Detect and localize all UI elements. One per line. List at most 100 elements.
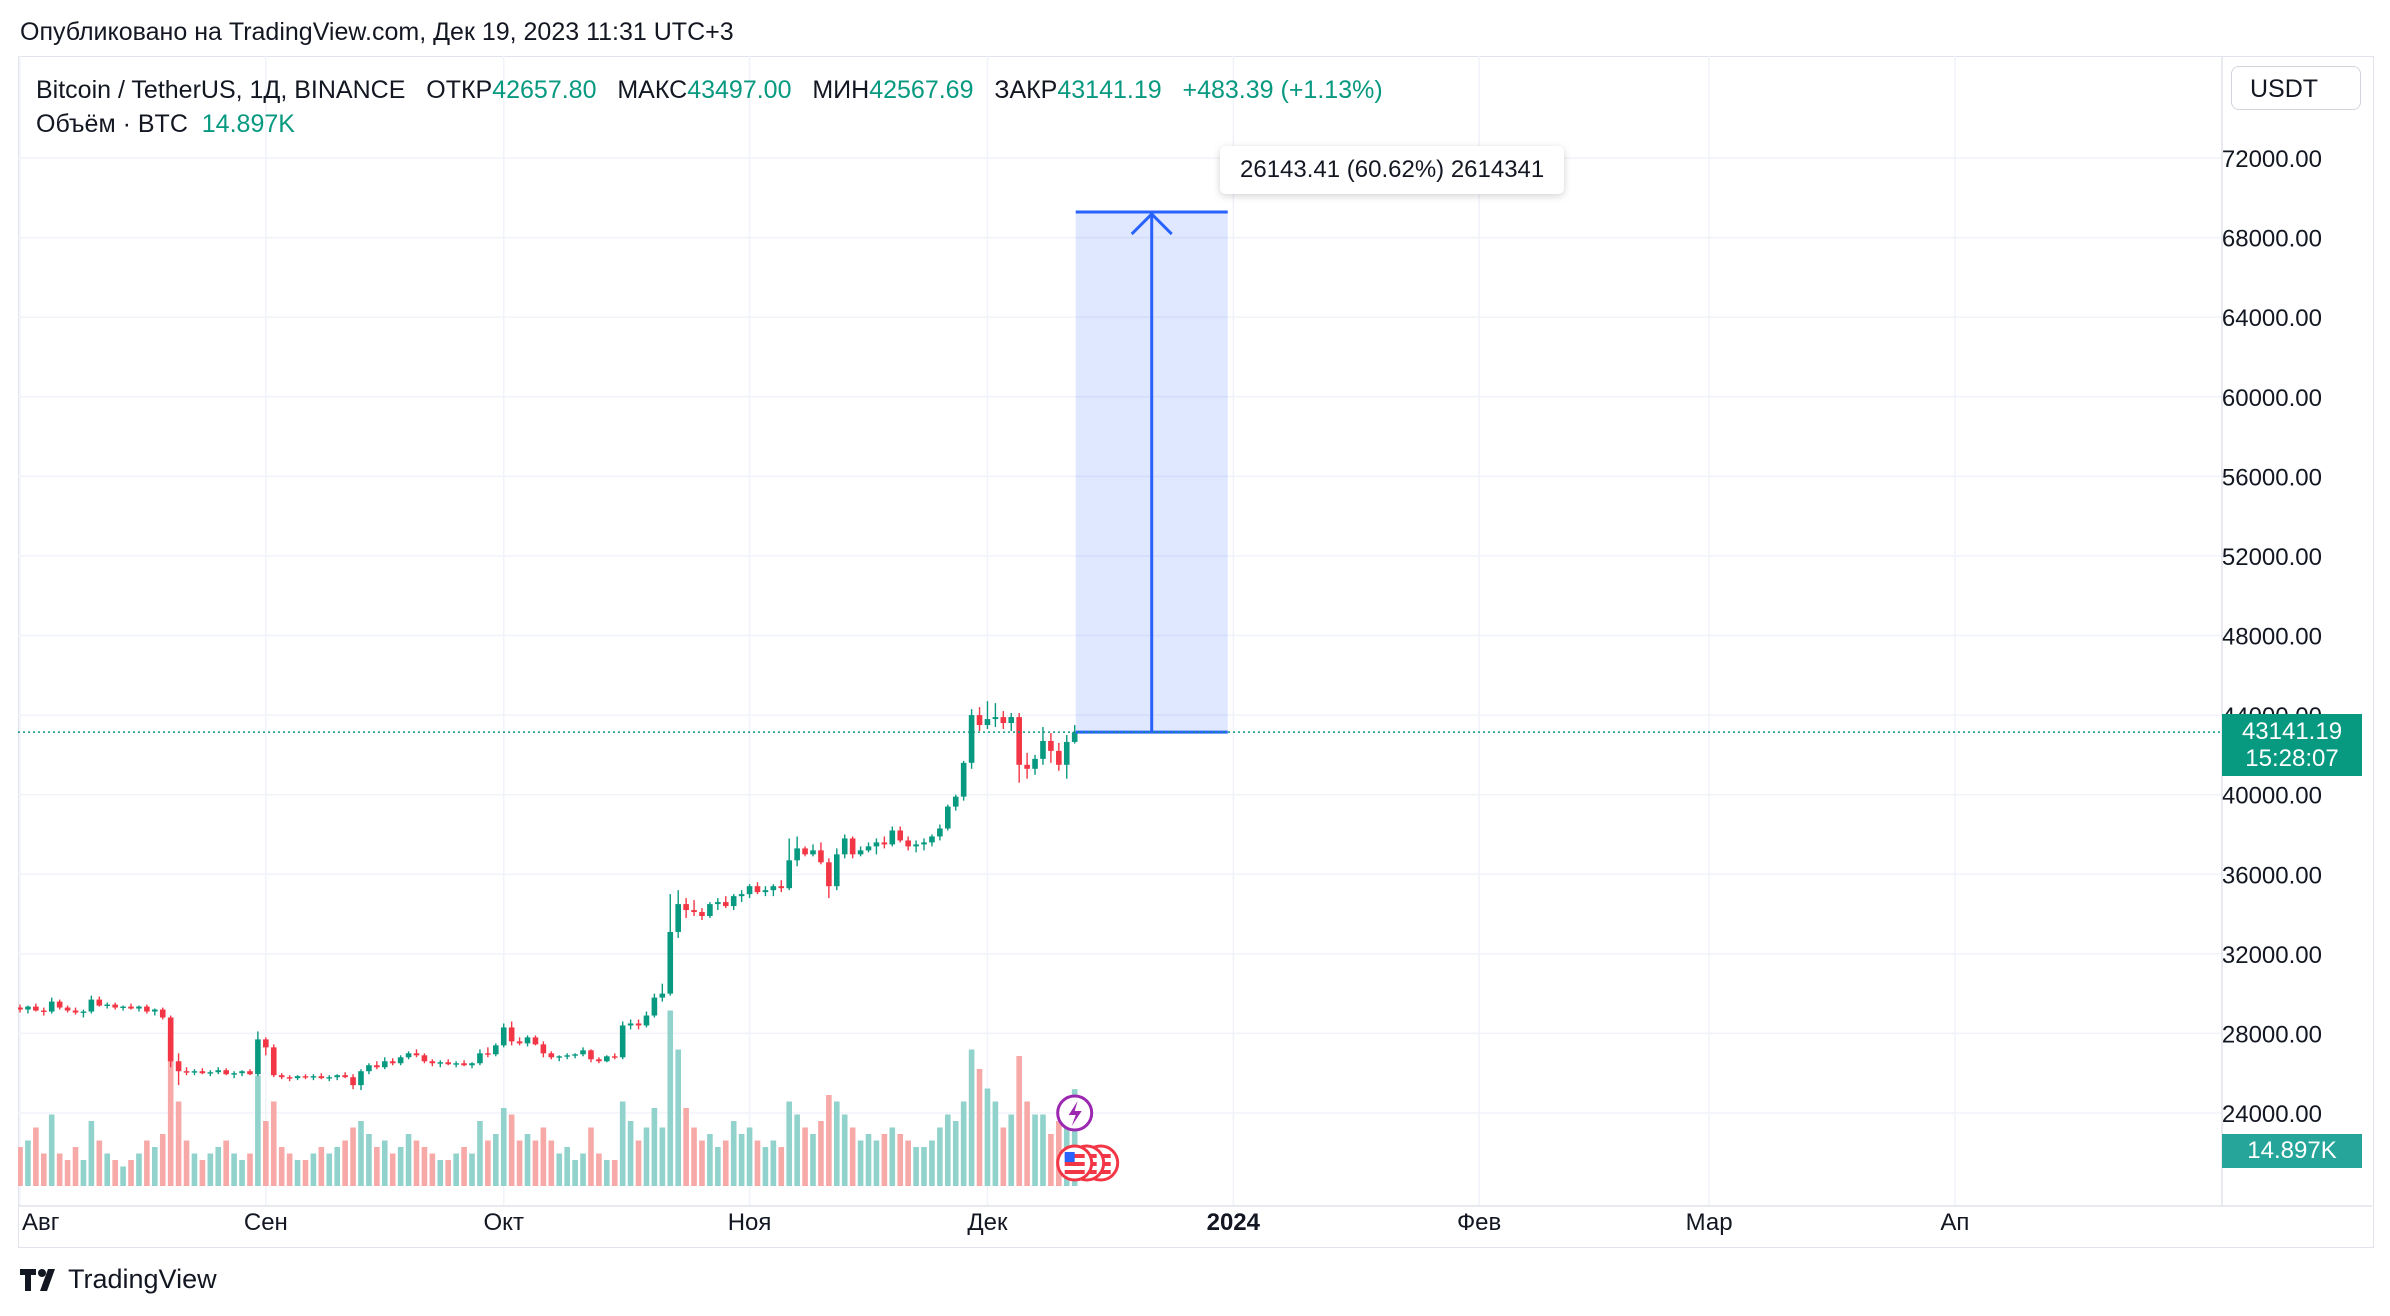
lightning-icon (1068, 1101, 1082, 1126)
candle-body (1056, 750, 1062, 765)
candle (310, 1074, 317, 1081)
candle-body (477, 1053, 483, 1064)
candle (905, 836, 911, 851)
candle (945, 804, 951, 831)
candle-body (960, 762, 967, 797)
volume-bar (342, 1140, 348, 1186)
x-tick-label: Фев (1457, 1209, 1501, 1236)
volume-bar (389, 1153, 396, 1186)
volume-bar (960, 1101, 967, 1186)
candle-body (715, 902, 721, 905)
volume-bar (643, 1127, 650, 1186)
currency-button[interactable]: USDT (2231, 66, 2361, 110)
volume-bar (833, 1101, 840, 1186)
candle-body (841, 838, 848, 855)
candle-body (231, 1073, 237, 1075)
volume-bar (366, 1134, 372, 1186)
candle-body (921, 842, 927, 845)
candle (493, 1043, 499, 1057)
candle-body (191, 1071, 198, 1073)
volume-bar (604, 1160, 610, 1186)
candle (255, 1031, 261, 1077)
change-value: +483.39 (+1.13%) (1182, 76, 1383, 104)
chart-canvas[interactable]: 24000.00 28000.00 32000.00 36000.00 40000.00… (18, 56, 2372, 1246)
volume-bar (881, 1134, 888, 1186)
volume-bar (326, 1153, 333, 1186)
volume-bar (984, 1088, 991, 1186)
last-price-tag: 43141.19 15:28:07 (2222, 714, 2362, 776)
candle (374, 1061, 380, 1070)
volume-bar (286, 1153, 293, 1186)
volume-label[interactable]: Объём · BTC (36, 110, 188, 138)
volume-bar (167, 1036, 174, 1186)
candle-body (18, 1007, 23, 1010)
candle (461, 1060, 467, 1067)
volume-bar (1071, 1089, 1078, 1186)
candle-body (976, 715, 983, 726)
x-tick-label: Дек (967, 1209, 1008, 1236)
candle (366, 1063, 372, 1075)
volume-bar (691, 1127, 697, 1186)
candle (699, 908, 705, 921)
x-tick-label: Мар (1686, 1209, 1733, 1236)
candle-body (667, 931, 674, 994)
candle-body (175, 1061, 182, 1072)
volume-bar (889, 1127, 896, 1186)
candle (207, 1070, 214, 1077)
candle-body (564, 1055, 570, 1057)
candle (833, 848, 840, 891)
candle-body (611, 1056, 618, 1058)
candle (64, 1005, 71, 1013)
candle (429, 1059, 436, 1067)
candle (25, 1005, 31, 1014)
volume-bar (611, 1160, 618, 1186)
candle (144, 1004, 150, 1014)
candle (445, 1059, 452, 1066)
volume-bar (865, 1134, 872, 1186)
candle-body (1048, 740, 1054, 751)
volume-bar (818, 1121, 824, 1186)
volume-bar (381, 1140, 388, 1186)
candle (18, 1004, 23, 1013)
candle-body (215, 1070, 222, 1073)
candle-body (318, 1076, 325, 1079)
candle-body (699, 912, 705, 917)
candle (683, 898, 689, 919)
candle (524, 1035, 531, 1047)
candle (588, 1049, 594, 1063)
candle-body (588, 1050, 594, 1060)
candle-body (485, 1053, 491, 1055)
volume-bar (952, 1121, 959, 1186)
volume-bar (913, 1147, 919, 1186)
candle (611, 1053, 618, 1060)
candle-body (556, 1056, 563, 1058)
volume-bar (461, 1147, 467, 1186)
volume-bar (849, 1127, 856, 1186)
candle-body (25, 1006, 31, 1010)
candle-body (1040, 740, 1046, 759)
candle (72, 1007, 79, 1015)
volume-bar (707, 1134, 713, 1186)
measure-label: 26143.41 (60.62%) 2614341 (1220, 146, 1565, 194)
candle (358, 1069, 364, 1091)
candle-body (675, 904, 681, 932)
candle-body (659, 993, 666, 998)
candle-body (437, 1062, 444, 1064)
countdown-timer: 15:28:07 (2245, 745, 2339, 772)
chart-frame (18, 56, 2374, 1248)
candle-body (754, 886, 761, 893)
candle-body (516, 1041, 523, 1044)
candle (342, 1072, 348, 1079)
volume-bar (294, 1160, 301, 1186)
volume-bar (1048, 1134, 1054, 1186)
symbol-name[interactable]: Bitcoin / TetherUS, 1Д, BINANCE (36, 76, 406, 104)
tradingview-logo[interactable]: TradingView (20, 1264, 217, 1295)
measure-tool (1056, 210, 1228, 1182)
volume-bar (1008, 1114, 1015, 1186)
x-tick-label: 2024 (1207, 1209, 1261, 1236)
volume-bar (429, 1153, 436, 1186)
volume-bar (485, 1140, 491, 1186)
volume-bar (524, 1134, 531, 1186)
axes: 24000.00 28000.00 32000.00 36000.00 40000.00… (18, 56, 2372, 1236)
candle-body (159, 1009, 166, 1018)
